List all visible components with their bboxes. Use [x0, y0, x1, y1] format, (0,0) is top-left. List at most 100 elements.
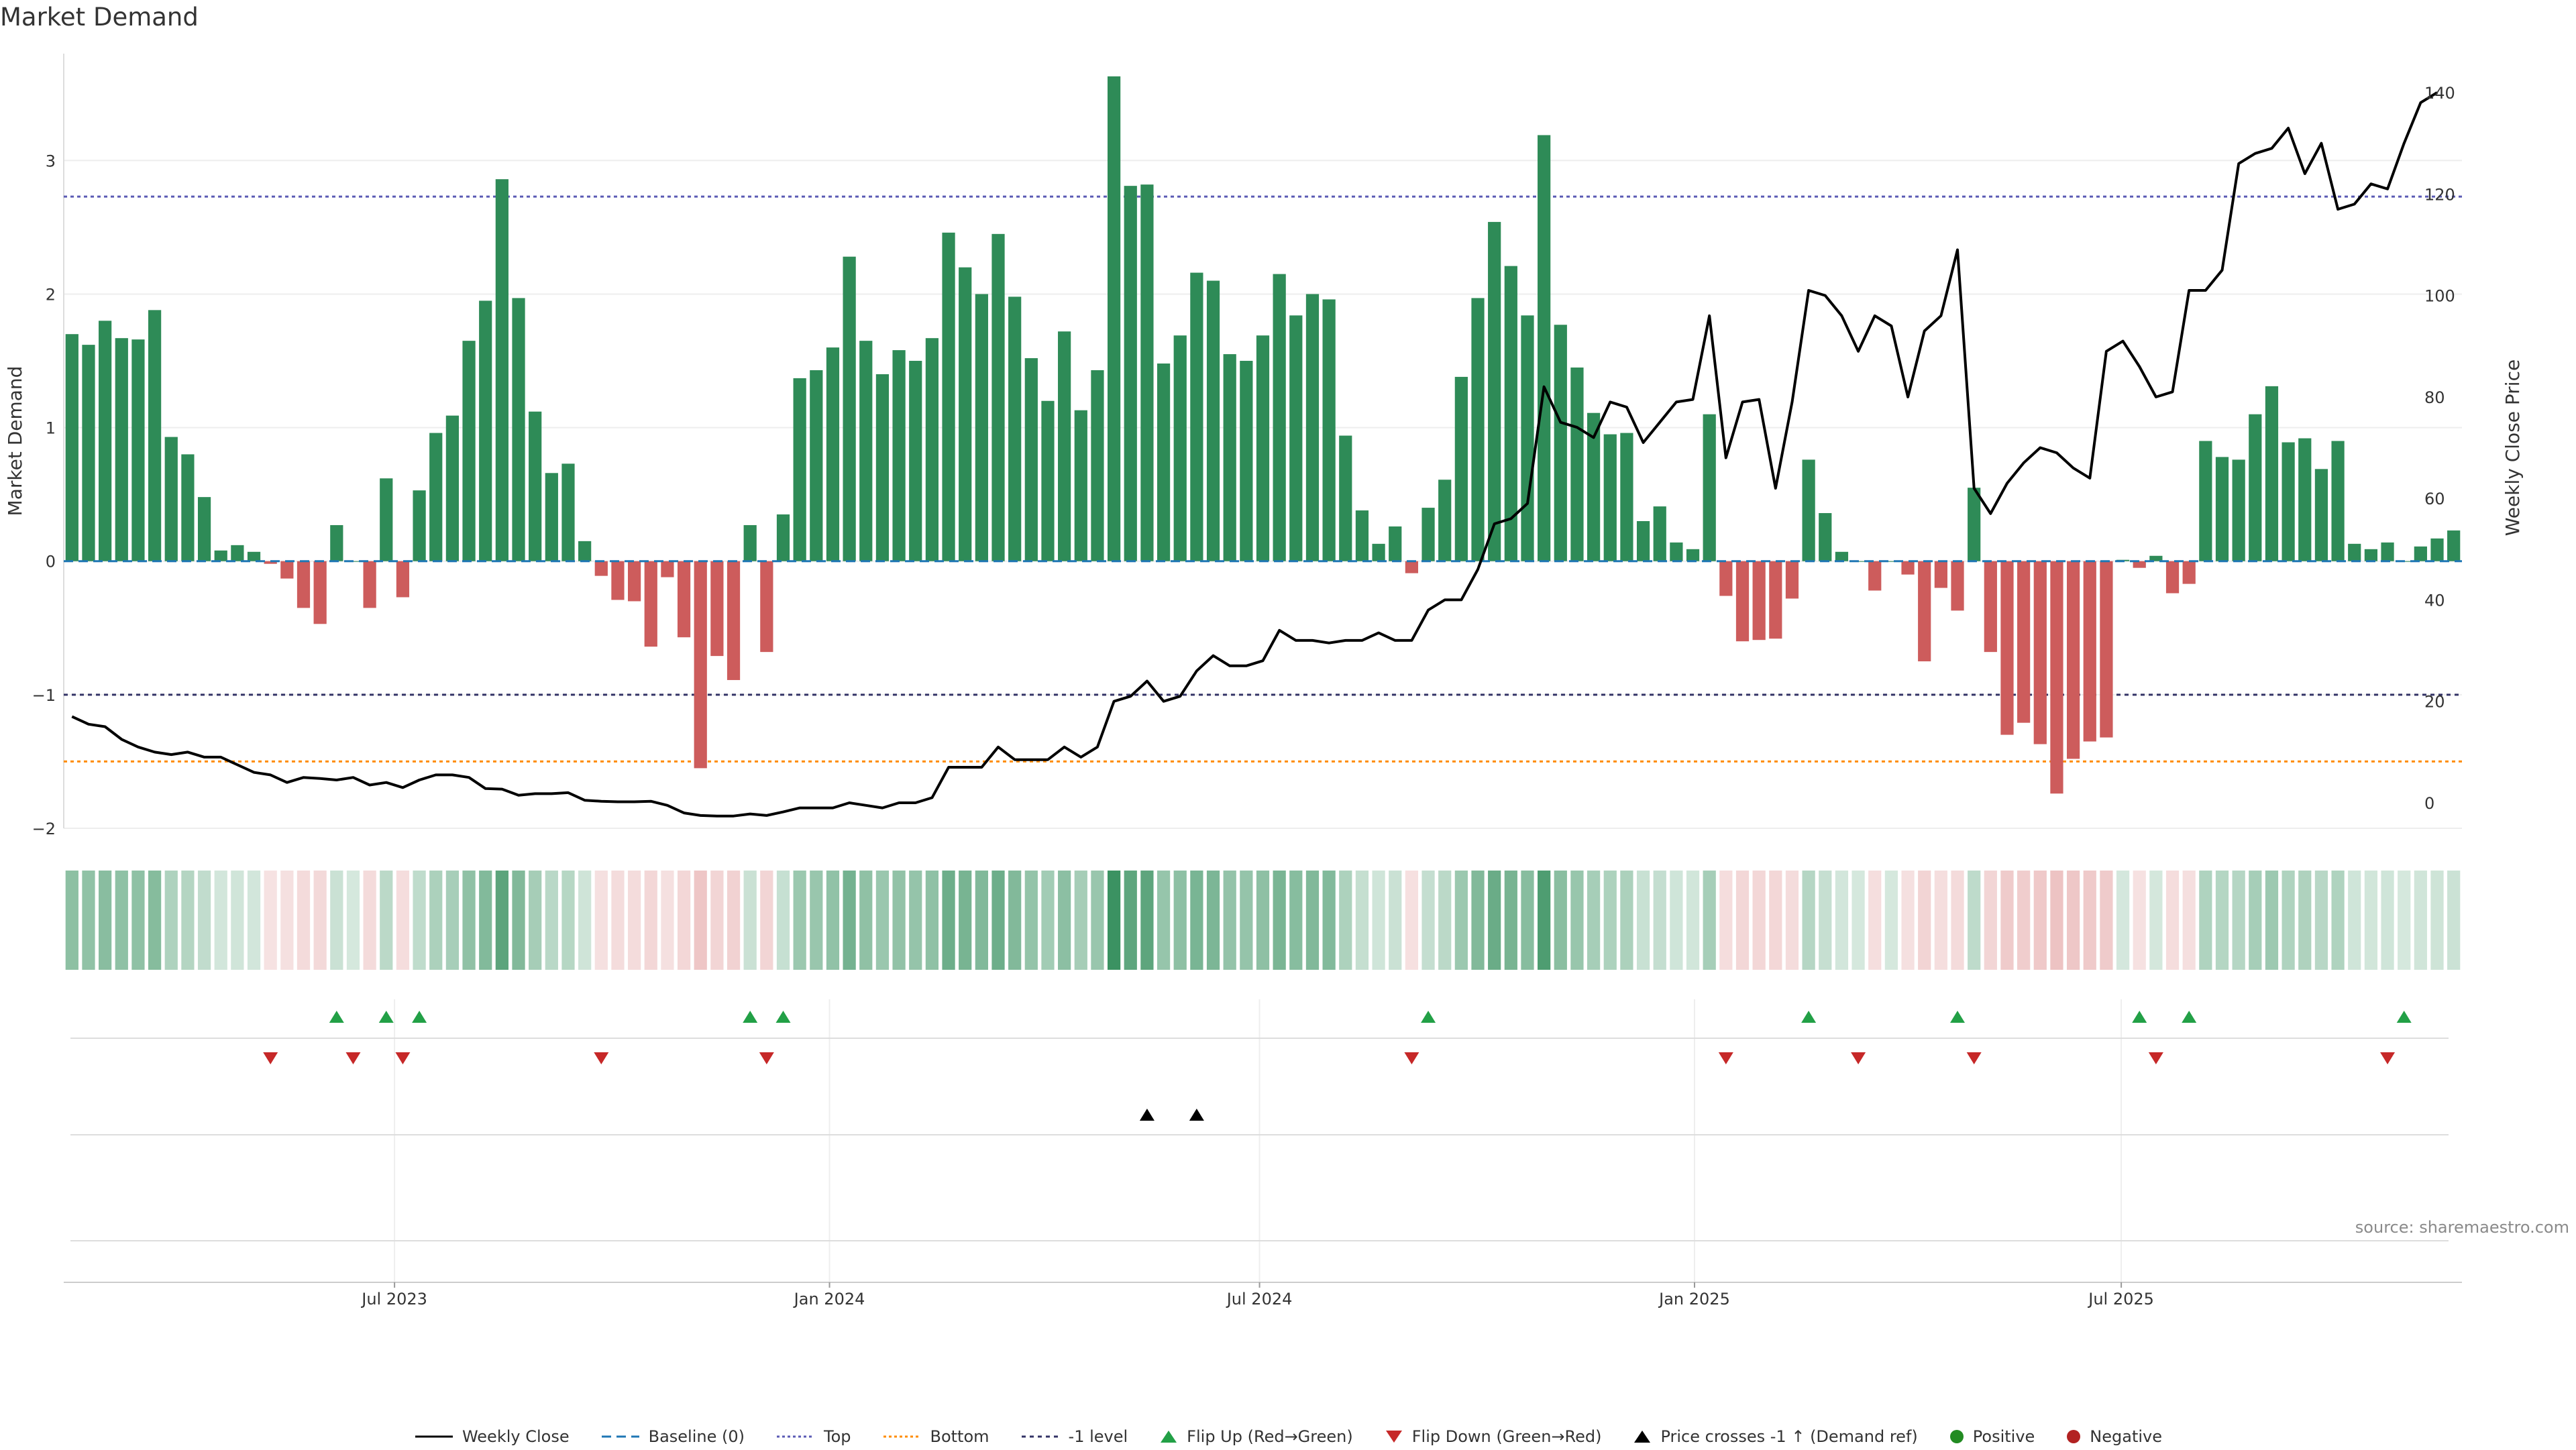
flip-down-marker — [345, 1052, 361, 1064]
legend-item-positive: Positive — [1949, 1427, 2035, 1446]
demand-bar — [429, 433, 443, 561]
demand-bar — [2133, 561, 2146, 568]
flip-down-marker — [2380, 1052, 2396, 1064]
heat-cell — [99, 871, 112, 970]
demand-bar — [859, 341, 873, 561]
demand-bar — [1835, 551, 1849, 561]
demand-bar — [1355, 510, 1369, 561]
heat-cell — [197, 871, 211, 970]
demand-bar — [1372, 543, 1385, 561]
demand-bar — [181, 454, 195, 561]
flip-up-marker — [378, 1011, 394, 1023]
demand-bar — [148, 310, 162, 561]
demand-bar — [65, 334, 78, 561]
heat-cell — [1058, 871, 1071, 970]
demand-bar — [2149, 555, 2163, 561]
heat-cell — [346, 871, 360, 970]
demand-bar — [1918, 561, 1931, 662]
price-cross-marker — [1139, 1109, 1155, 1121]
demand-bar — [2348, 543, 2361, 561]
demand-bar — [1157, 364, 1171, 561]
demand-bar — [1934, 561, 1947, 588]
heat-cell — [793, 871, 806, 970]
triangle-down-icon — [1385, 1431, 1402, 1443]
y-tick-label: −2 — [32, 820, 56, 838]
y2-tick-label: 140 — [2424, 84, 2455, 103]
heat-cell — [1504, 871, 1517, 970]
demand-bar — [247, 551, 261, 561]
heat-cell — [1587, 871, 1601, 970]
demand-bar — [1769, 561, 1782, 639]
flip-down-marker — [1966, 1052, 1982, 1064]
demand-bar — [462, 341, 476, 561]
demand-bar — [810, 370, 823, 561]
heat-cell — [1372, 871, 1385, 970]
demand-bar — [197, 497, 211, 561]
demand-bar — [2447, 530, 2461, 561]
demand-bar — [627, 561, 641, 602]
heat-cell — [115, 871, 128, 970]
demand-bar — [264, 561, 277, 564]
x-tick-label: Jan 2024 — [793, 1290, 865, 1308]
heat-cell — [1405, 871, 1419, 970]
heat-cell — [1719, 871, 1733, 970]
heat-cell — [1636, 871, 1650, 970]
heat-cell — [2083, 871, 2096, 970]
heat-cell — [512, 871, 525, 970]
heat-cell — [1240, 871, 1253, 970]
heat-cell — [1355, 871, 1369, 970]
heat-cell — [859, 871, 873, 970]
demand-bar — [975, 294, 988, 561]
demand-bar — [942, 232, 955, 561]
heat-cell — [594, 871, 608, 970]
legend-item-minus1: -1 level — [1020, 1427, 1128, 1446]
demand-bar — [2017, 561, 2031, 723]
demand-bar — [313, 561, 327, 624]
demand-bar — [1785, 561, 1799, 599]
demand-bar — [115, 338, 128, 561]
demand-bar — [2033, 561, 2047, 744]
demand-bar — [2430, 538, 2444, 561]
heat-cell — [2298, 871, 2312, 970]
demand-bar — [2050, 561, 2063, 794]
heat-cell — [1686, 871, 1700, 970]
heat-cell — [959, 871, 972, 970]
heat-cell — [445, 871, 460, 970]
demand-bar — [280, 561, 294, 579]
heat-cell — [1835, 871, 1849, 970]
demand-bar — [1173, 335, 1187, 561]
demand-bar — [843, 256, 856, 561]
heat-cell — [1488, 871, 1501, 970]
demand-bar — [2298, 438, 2312, 561]
demand-bar — [1190, 272, 1203, 561]
heat-cell — [65, 871, 78, 970]
heat-cell — [2348, 871, 2361, 970]
heat-cell — [1570, 871, 1584, 970]
demand-bar — [1587, 412, 1601, 561]
demand-bar — [661, 561, 674, 577]
heat-cell — [247, 871, 261, 970]
heat-cell — [2232, 871, 2245, 970]
heat-cell — [1785, 871, 1799, 970]
demand-bar — [1603, 434, 1617, 561]
heat-cell — [1603, 871, 1617, 970]
y2-tick-label: 80 — [2424, 388, 2445, 407]
demand-bar — [330, 524, 343, 561]
heat-cell — [264, 871, 277, 970]
legend-label-top: Top — [824, 1427, 851, 1446]
heat-cell — [1819, 871, 1832, 970]
heat-cell — [2331, 871, 2345, 970]
dotted-line-icon — [883, 1435, 921, 1438]
heat-cell — [1918, 871, 1931, 970]
heat-cell — [1223, 871, 1236, 970]
flip-up-marker — [743, 1011, 758, 1023]
heat-cell — [2249, 871, 2262, 970]
dot-icon — [2067, 1430, 2081, 1443]
demand-bar — [925, 338, 939, 561]
demand-bar — [297, 561, 311, 608]
legend: Weekly Close Baseline (0) Top Bottom -1 … — [0, 1423, 2576, 1450]
demand-bar — [495, 179, 508, 561]
heat-cell — [826, 871, 840, 970]
heat-cell — [1421, 871, 1435, 970]
demand-bar — [545, 473, 558, 561]
